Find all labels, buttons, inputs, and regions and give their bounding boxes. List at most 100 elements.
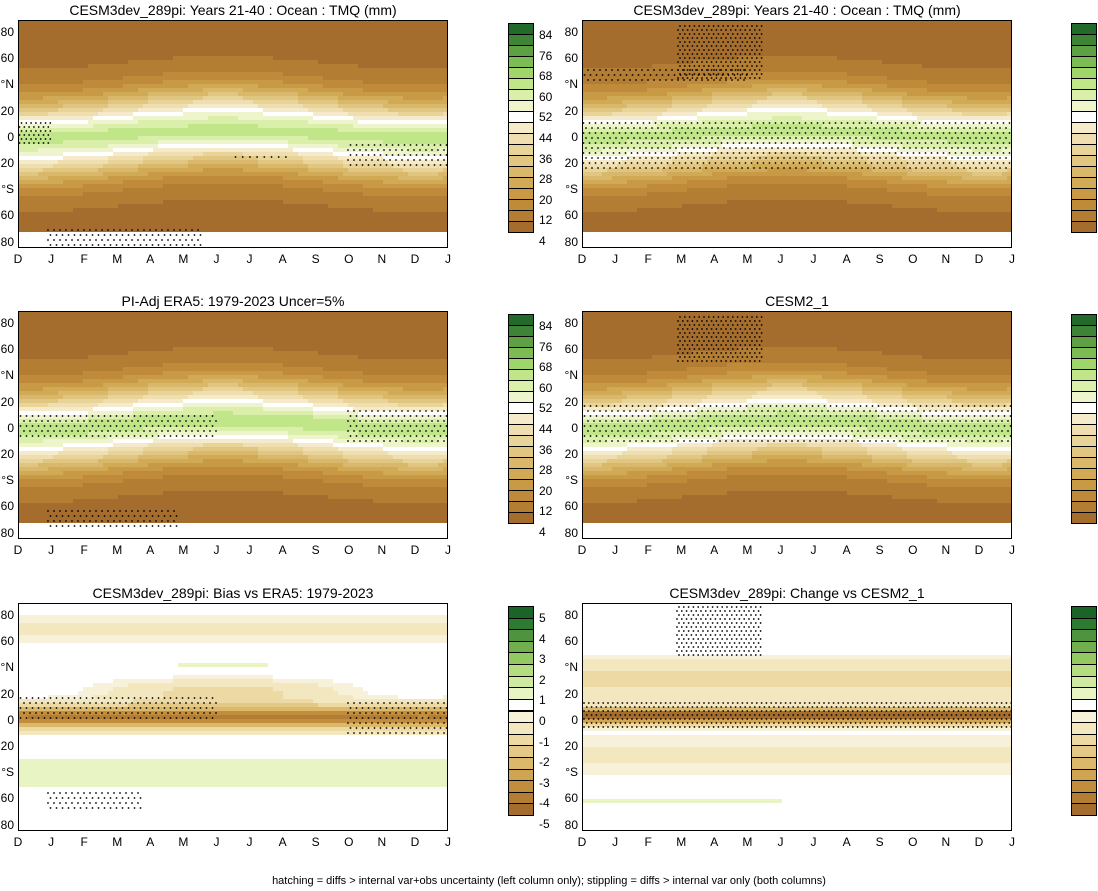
heatmap-cell <box>153 124 159 129</box>
heatmap-cell <box>248 144 254 149</box>
heatmap-cell <box>398 152 404 157</box>
heatmap-cell <box>98 80 104 85</box>
heatmap-cell <box>168 180 174 185</box>
heatmap-cell <box>358 20 364 25</box>
heatmap-cell <box>288 212 294 217</box>
stipple-dot <box>367 154 370 156</box>
heatmap-cell <box>288 88 294 93</box>
heatmap-cell <box>408 156 414 161</box>
heatmap-cell <box>443 160 448 165</box>
heatmap-cell <box>38 100 44 105</box>
heatmap-cell <box>53 152 59 157</box>
heatmap-cell <box>93 76 99 81</box>
heatmap-cell <box>423 200 429 205</box>
heatmap-cell <box>338 232 344 237</box>
heatmap-cell <box>93 72 99 77</box>
heatmap-cell <box>378 132 384 137</box>
heatmap-cell <box>143 24 149 29</box>
heatmap-cell <box>323 188 329 193</box>
heatmap-cell <box>328 52 334 57</box>
heatmap-cell <box>148 244 154 248</box>
heatmap-cell <box>323 200 329 205</box>
heatmap-cell <box>183 140 189 145</box>
heatmap-cell <box>168 96 174 101</box>
heatmap-cell <box>323 176 329 181</box>
heatmap-cell <box>183 196 189 201</box>
heatmap-cell <box>128 84 134 89</box>
heatmap-cell <box>378 180 384 185</box>
heatmap-cell <box>438 224 444 229</box>
heatmap-cell <box>108 200 114 205</box>
heatmap-cell <box>288 80 294 85</box>
heatmap-cell <box>333 180 339 185</box>
heatmap-cell <box>253 168 259 173</box>
heatmap-cell <box>268 104 274 109</box>
heatmap-cell <box>283 228 289 233</box>
heatmap-cell <box>318 236 324 241</box>
heatmap-cell <box>353 20 359 25</box>
heatmap-cell <box>338 36 344 41</box>
heatmap-cell <box>28 156 34 161</box>
heatmap-cell <box>148 68 154 73</box>
heatmap-cell <box>388 240 394 245</box>
heatmap-cell <box>98 112 104 117</box>
heatmap-cell <box>143 128 149 133</box>
heatmap-cell <box>328 208 334 213</box>
heatmap-cell <box>98 104 104 109</box>
heatmap-cell <box>248 220 254 225</box>
heatmap-cell <box>403 144 409 149</box>
heatmap-cell <box>243 36 249 41</box>
heatmap-cell <box>188 204 194 209</box>
heatmap-cell <box>243 104 249 109</box>
heatmap-cell <box>443 76 448 81</box>
heatmap-cell <box>373 192 379 197</box>
heatmap-cell <box>38 104 44 109</box>
heatmap-cell <box>273 40 279 45</box>
heatmap-cell <box>58 220 64 225</box>
heatmap-cell <box>393 176 399 181</box>
heatmap-cell <box>373 152 379 157</box>
heatmap-cell <box>353 44 359 49</box>
heatmap-cell <box>288 64 294 69</box>
heatmap-cell <box>378 64 384 69</box>
heatmap-cell <box>293 236 299 241</box>
heatmap-cell <box>298 96 304 101</box>
heatmap-cell <box>48 220 54 225</box>
heatmap-cell <box>43 172 49 177</box>
heatmap-cell <box>113 240 119 245</box>
heatmap-cell <box>193 44 199 49</box>
heatmap-cell <box>83 228 89 233</box>
heatmap-cell <box>318 204 324 209</box>
heatmap-cell <box>73 68 79 73</box>
heatmap-cell <box>343 112 349 117</box>
heatmap-cell <box>68 48 74 53</box>
heatmap-cell <box>268 244 274 248</box>
heatmap-cell <box>48 168 54 173</box>
heatmap-cell <box>313 96 319 101</box>
heatmap-cell <box>223 132 229 137</box>
heatmap-cell <box>43 180 49 185</box>
heatmap-cell <box>398 220 404 225</box>
heatmap-cell <box>158 60 164 65</box>
heatmap-cell <box>403 84 409 89</box>
heatmap-cell <box>303 128 309 133</box>
heatmap-cell <box>378 172 384 177</box>
heatmap-cell <box>243 120 249 125</box>
heatmap-cell <box>248 152 254 157</box>
heatmap-cell <box>103 164 109 169</box>
heatmap-cell <box>358 240 364 245</box>
heatmap-cell <box>118 160 124 165</box>
heatmap-cell <box>303 116 309 121</box>
heatmap-cell <box>118 20 124 25</box>
heatmap-cell <box>348 80 354 85</box>
heatmap-cell <box>393 28 399 33</box>
heatmap-cell <box>88 176 94 181</box>
stipple-dot <box>39 122 42 124</box>
heatmap-cell <box>93 48 99 53</box>
heatmap-cell <box>93 108 99 113</box>
heatmap-cell <box>293 128 299 133</box>
heatmap-cell <box>108 184 114 189</box>
heatmap-cell <box>358 60 364 65</box>
heatmap-cell <box>408 80 414 85</box>
heatmap-cell <box>133 172 139 177</box>
